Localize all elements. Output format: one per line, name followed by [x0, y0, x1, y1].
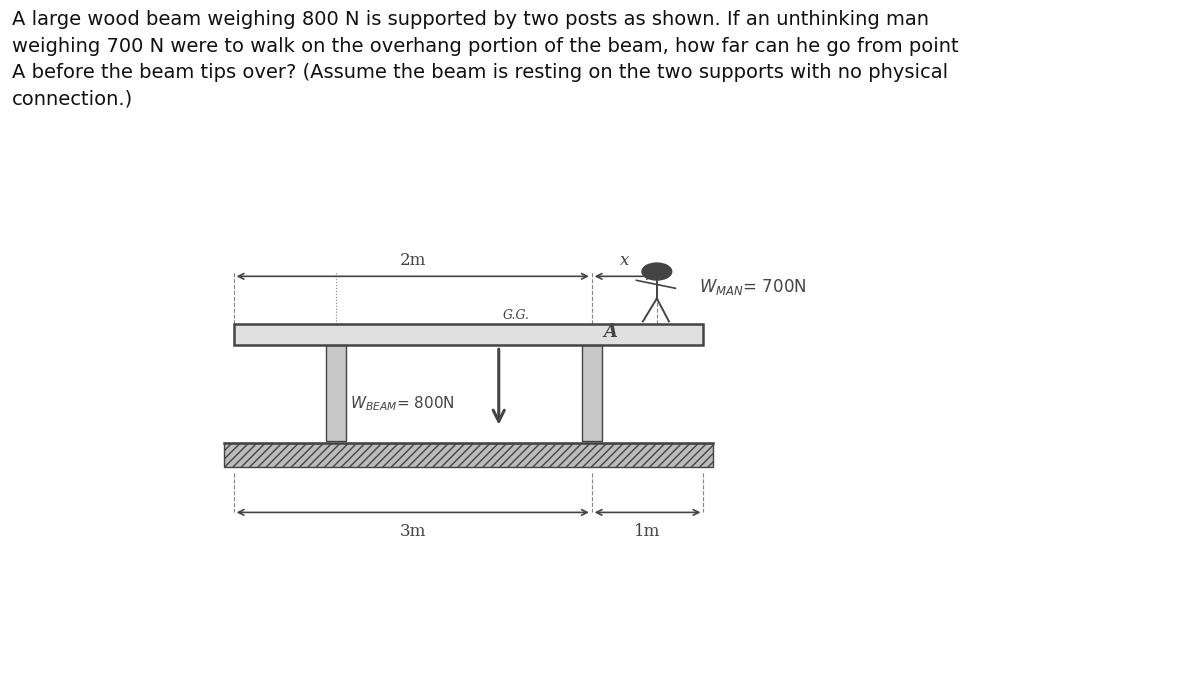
Bar [582, 345, 602, 441]
Text: $W_{BEAM}$= 800N: $W_{BEAM}$= 800N [350, 394, 455, 413]
Circle shape [642, 263, 672, 280]
Text: 1m: 1m [635, 523, 661, 540]
Bar [325, 345, 347, 441]
Text: A: A [604, 323, 618, 341]
Text: x: x [619, 252, 629, 269]
Text: 3m: 3m [400, 523, 426, 540]
Text: $W_{MAN}$= 700N: $W_{MAN}$= 700N [698, 278, 806, 298]
Text: G.G.: G.G. [503, 309, 529, 322]
Bar [224, 444, 713, 467]
Bar [234, 324, 703, 345]
Text: A large wood beam weighing 800 N is supported by two posts as shown. If an unthi: A large wood beam weighing 800 N is supp… [12, 10, 959, 109]
Text: 2m: 2m [400, 252, 426, 269]
